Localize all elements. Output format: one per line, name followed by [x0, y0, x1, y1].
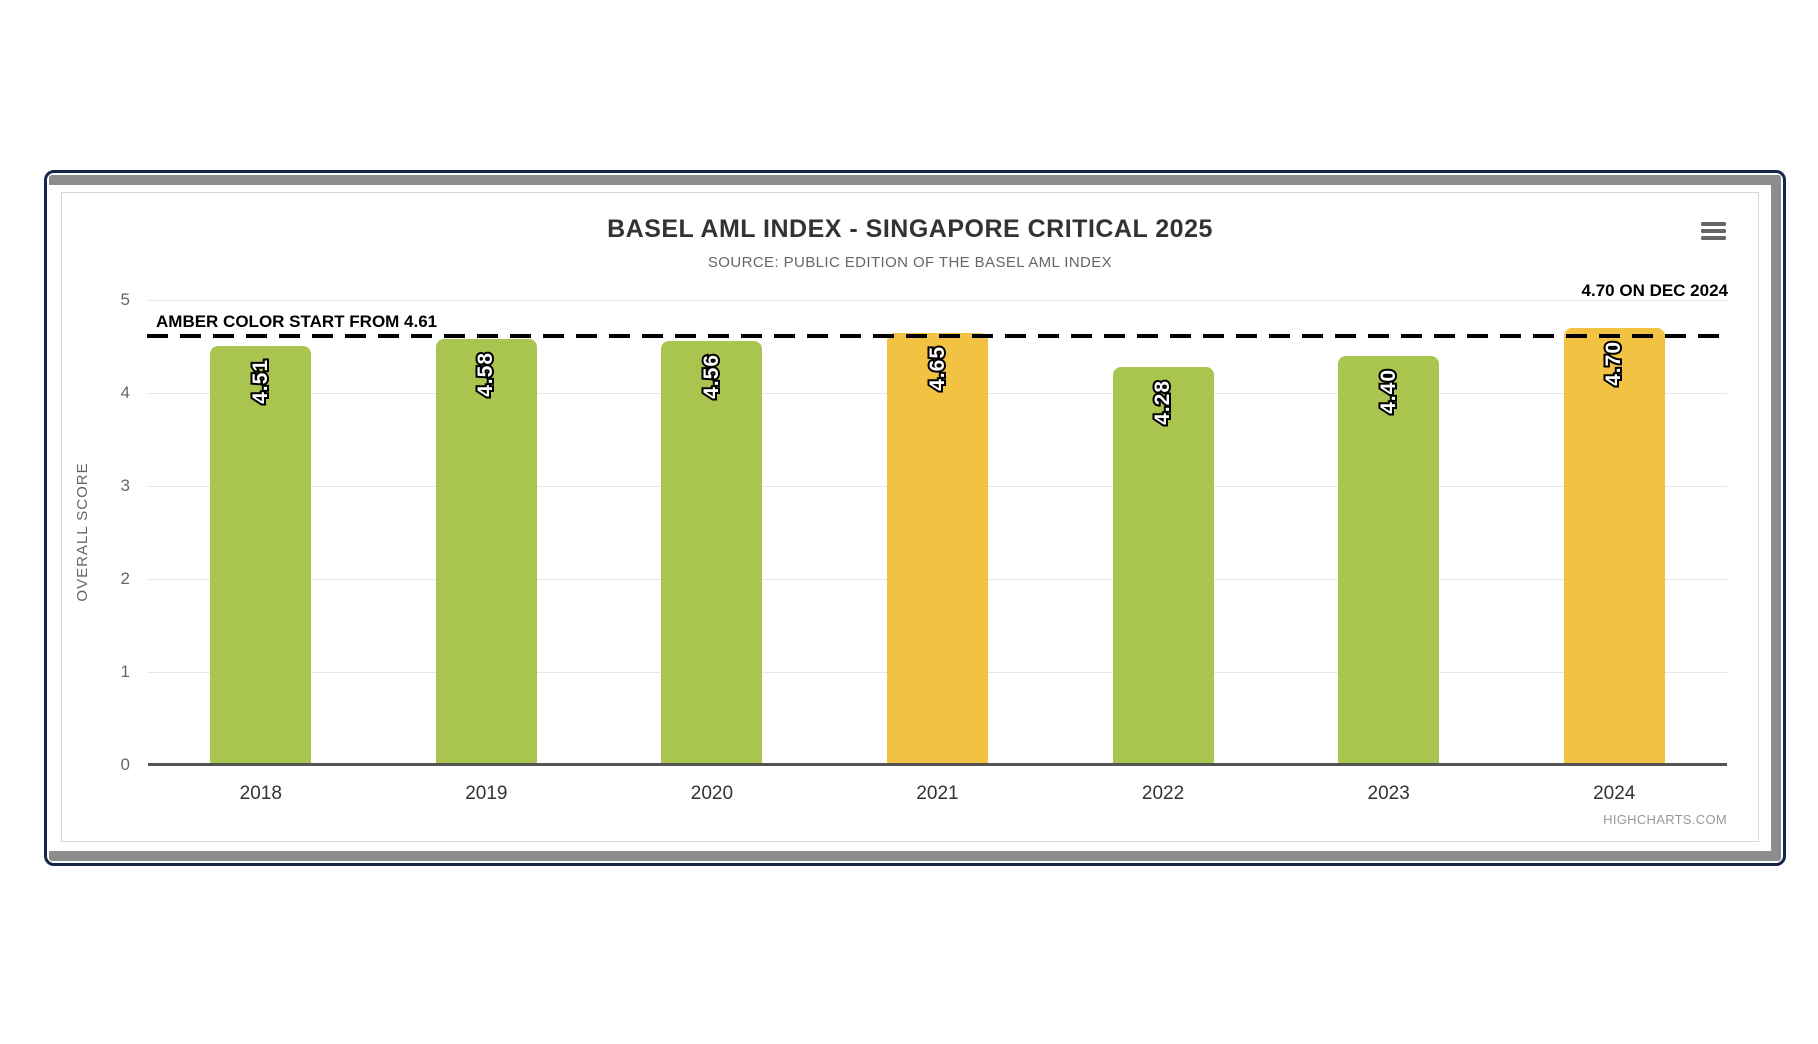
- bar-2018[interactable]: 4.51: [210, 345, 312, 765]
- chart-frame-shadow: BASEL AML INDEX - SINGAPORE CRITICAL 202…: [49, 175, 1781, 861]
- x-axis-line: [148, 763, 1727, 766]
- y-axis-tick-label: 4: [120, 383, 130, 402]
- chart-frame: BASEL AML INDEX - SINGAPORE CRITICAL 202…: [44, 170, 1786, 866]
- chart-card-padding: BASEL AML INDEX - SINGAPORE CRITICAL 202…: [49, 185, 1771, 851]
- threshold-line: [147, 334, 1727, 339]
- bar-value-label: 4.70: [1600, 339, 1627, 388]
- bar-value-label: 4.51: [247, 357, 274, 406]
- x-axis-label-2021: 2021: [916, 783, 959, 804]
- chart-export-menu-button[interactable]: [1696, 215, 1730, 245]
- plot-area: 4.51 4.58 4.56 4.65 4.28 4.40 4.70 AMBER COLOR …: [147, 300, 1727, 766]
- highcharts-credit: HIGHCHARTS.COM: [1603, 812, 1727, 827]
- x-axis-label-2024: 2024: [1593, 783, 1636, 804]
- y-axis-tick-label: 3: [120, 476, 130, 495]
- x-axis-label-2020: 2020: [690, 783, 734, 804]
- y-axis-tick-label: 1: [120, 662, 130, 681]
- bar-2023[interactable]: 4.40: [1338, 355, 1440, 765]
- bar-2019[interactable]: 4.58: [435, 339, 537, 765]
- bar-2022[interactable]: 4.28: [1112, 366, 1214, 765]
- x-axis-label-2022: 2022: [1141, 783, 1185, 804]
- hamburger-menu-icon: [1700, 236, 1726, 240]
- threshold-label: AMBER COLOR START FROM 4.61: [156, 312, 438, 332]
- x-axis-label-2019: 2019: [465, 783, 508, 804]
- hamburger-menu-icon: [1700, 229, 1726, 233]
- x-axis-label-2018: 2018: [239, 783, 282, 804]
- x-axis-label-2023: 2023: [1367, 783, 1410, 804]
- bar-value-label: 4.28: [1149, 378, 1176, 427]
- bar-2021[interactable]: 4.65: [887, 332, 988, 765]
- bar-2024[interactable]: 4.70: [1563, 327, 1665, 765]
- bar-value-label: 4.40: [1375, 367, 1402, 416]
- y-axis-tick-label: 5: [120, 290, 130, 309]
- latest-value-annotation: 4.70 ON DEC 2024: [1581, 281, 1728, 300]
- chart-subtitle: SOURCE: PUBLIC EDITION OF THE BASEL AML …: [707, 254, 1113, 271]
- bar-value-label: 4.56: [698, 352, 725, 401]
- bar-value-label: 4.58: [472, 350, 499, 399]
- chart-title: BASEL AML INDEX - SINGAPORE CRITICAL 202…: [607, 215, 1213, 243]
- y-axis-tick-label: 2: [120, 569, 130, 588]
- chart-card: BASEL AML INDEX - SINGAPORE CRITICAL 202…: [61, 192, 1759, 842]
- gridline: [148, 300, 1727, 301]
- bar-value-label: 4.65: [924, 344, 951, 393]
- hamburger-menu-icon: [1700, 222, 1726, 226]
- y-axis-tick-label: 0: [120, 755, 130, 774]
- bar-2020[interactable]: 4.56: [661, 340, 763, 765]
